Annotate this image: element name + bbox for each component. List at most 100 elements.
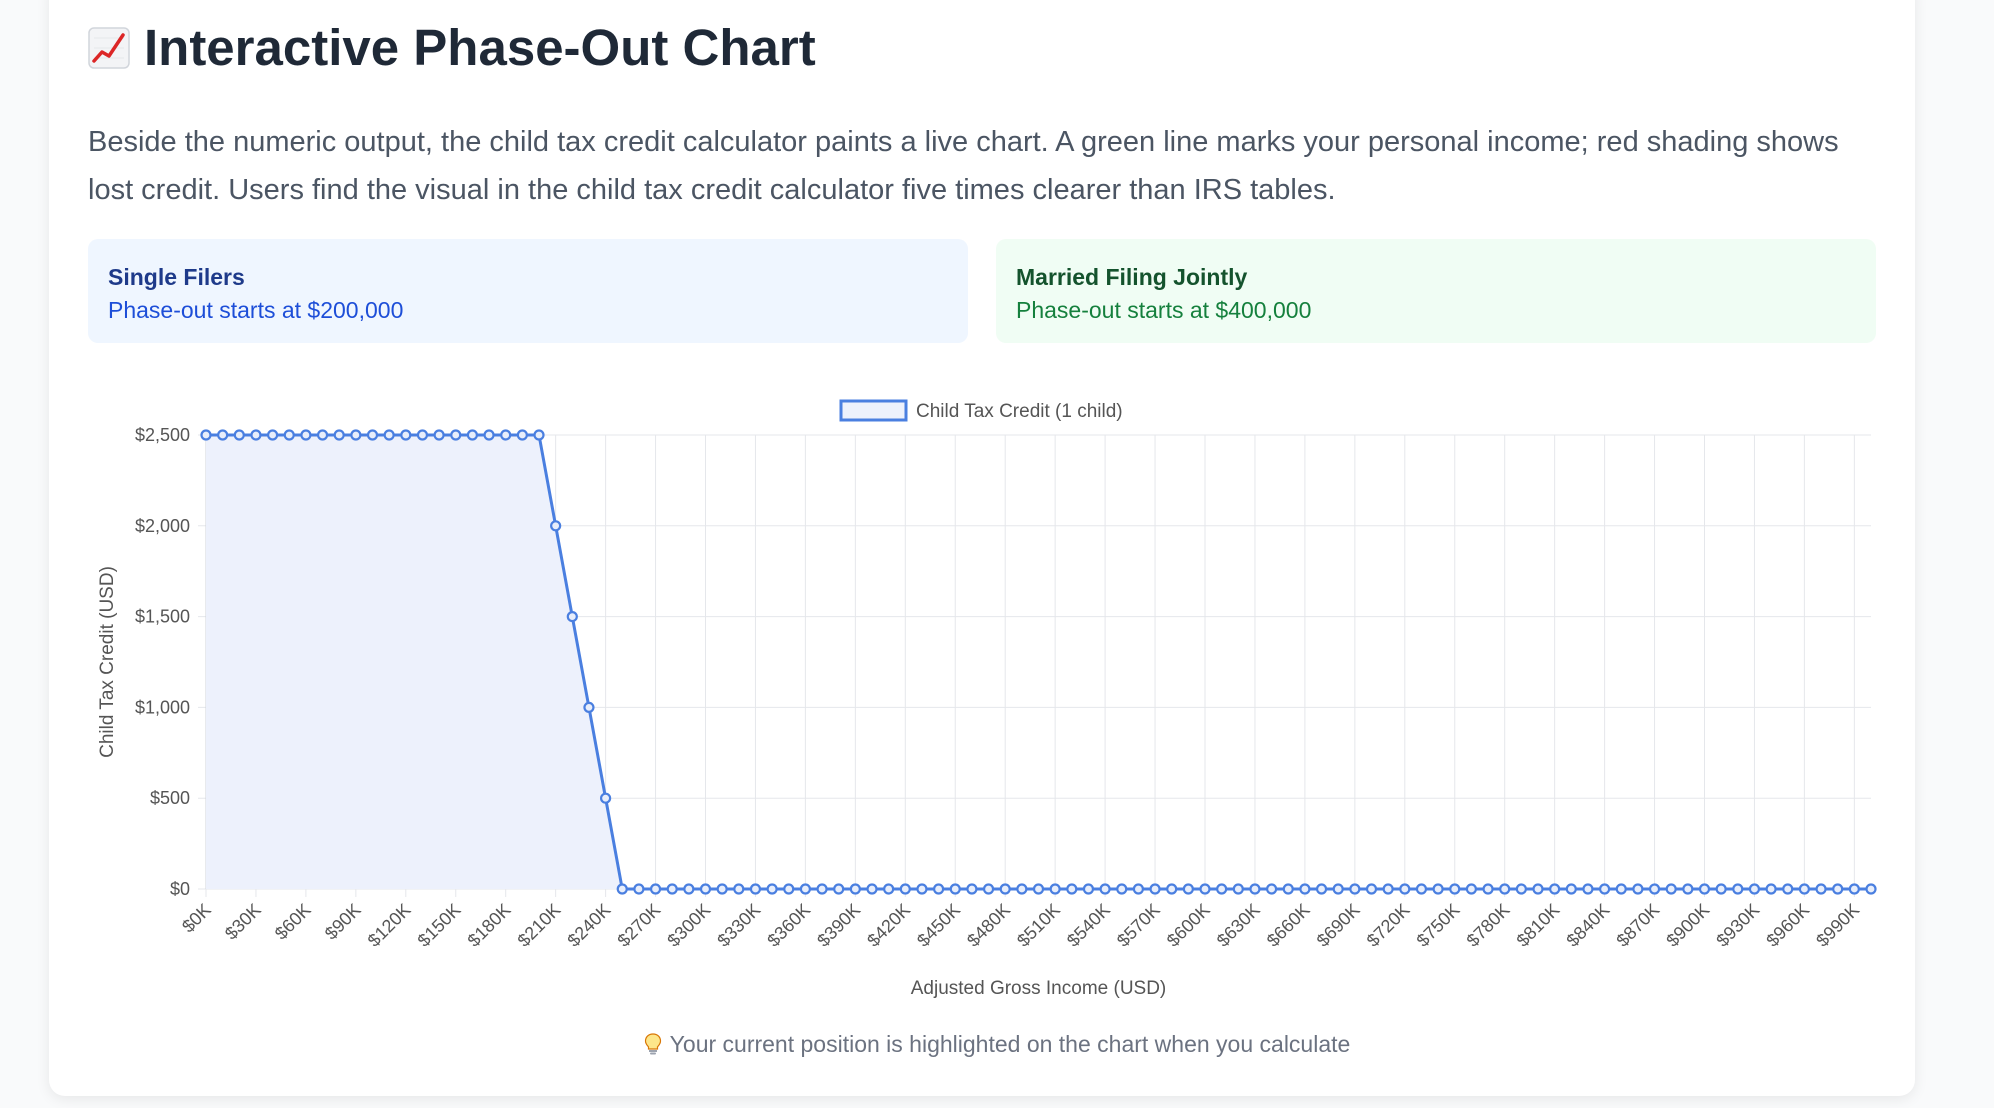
x-tick-label: $90K — [321, 900, 365, 944]
data-point — [1865, 883, 1877, 895]
x-tick-label: $810K — [1513, 900, 1564, 951]
x-tick-label: $630K — [1213, 900, 1264, 951]
data-point — [516, 429, 528, 441]
data-point — [916, 883, 928, 895]
y-axis-title: Child Tax Credit (USD) — [97, 566, 118, 758]
data-point — [866, 883, 878, 895]
x-tick-label: $390K — [813, 900, 864, 951]
data-point — [749, 883, 762, 895]
data-point — [1016, 883, 1028, 895]
data-point — [1615, 883, 1627, 895]
y-tick-label: $1,000 — [135, 697, 190, 717]
data-point — [949, 883, 961, 895]
data-point — [1698, 883, 1711, 895]
data-point — [550, 520, 562, 532]
data-point — [267, 429, 279, 441]
data-point — [250, 429, 262, 441]
y-tick-label: $0 — [170, 879, 190, 899]
data-point — [217, 429, 229, 441]
data-point — [1066, 883, 1078, 895]
y-tick-label: $2,000 — [135, 516, 190, 536]
data-point — [1315, 883, 1328, 895]
x-tick-label: $930K — [1712, 900, 1763, 951]
series-area — [206, 435, 1871, 889]
married-filing-jointly-box: Married Filing Jointly Phase-out starts … — [996, 239, 1876, 343]
data-point — [649, 883, 662, 895]
married-filing-jointly-title: Married Filing Jointly — [1016, 264, 1248, 290]
data-point — [1166, 883, 1178, 895]
y-tick-label: $2,500 — [135, 425, 190, 445]
data-point — [1432, 883, 1444, 895]
x-tick-label: $960K — [1762, 900, 1813, 951]
data-point — [1082, 883, 1095, 895]
chart-tip: Your current position is highlighted on … — [0, 1031, 1994, 1058]
data-point — [300, 429, 312, 441]
x-tick-label: $180K — [464, 900, 515, 951]
x-tick-label: $240K — [563, 900, 614, 951]
data-point — [1149, 883, 1161, 895]
data-point — [350, 429, 362, 441]
single-filers-phaseout: Phase-out starts at $200,000 — [108, 297, 404, 323]
data-point — [932, 883, 945, 895]
x-tick-label: $360K — [763, 900, 814, 951]
x-tick-label: $120K — [364, 900, 415, 951]
data-point — [899, 883, 911, 895]
data-point — [1598, 883, 1611, 895]
data-point — [599, 792, 612, 804]
data-point — [1815, 883, 1827, 895]
data-point — [1465, 883, 1478, 895]
data-point — [1332, 883, 1344, 895]
data-point — [666, 883, 678, 895]
data-point — [1032, 883, 1045, 895]
data-point — [683, 883, 695, 895]
data-point — [1549, 883, 1561, 895]
single-filers-box: Single Filers Phase-out starts at $200,0… — [88, 239, 968, 343]
x-tick-label: $720K — [1363, 900, 1414, 951]
data-point — [1715, 883, 1727, 895]
data-point — [716, 883, 728, 895]
data-point — [1415, 883, 1428, 895]
x-tick-label: $30K — [221, 900, 265, 944]
data-point — [1782, 883, 1794, 895]
data-point — [583, 701, 595, 714]
data-point — [500, 429, 512, 441]
data-point — [783, 883, 795, 895]
x-tick-label: $990K — [1812, 900, 1863, 951]
data-point — [1199, 883, 1211, 895]
x-tick-label: $780K — [1463, 900, 1514, 951]
x-tick-label: $0K — [178, 900, 215, 937]
x-tick-label: $690K — [1313, 900, 1364, 951]
data-point — [433, 429, 445, 441]
y-tick-label: $1,500 — [135, 607, 190, 627]
data-point — [1232, 883, 1244, 895]
data-point — [1532, 883, 1544, 895]
data-point — [1249, 883, 1261, 895]
data-point — [483, 429, 495, 441]
data-point — [200, 429, 212, 441]
data-point — [633, 883, 645, 895]
x-tick-label: $420K — [863, 900, 914, 951]
data-point — [849, 883, 861, 895]
data-point — [1798, 883, 1811, 895]
x-tick-label: $900K — [1662, 900, 1713, 951]
data-point — [1765, 883, 1777, 895]
x-tick-label: $570K — [1113, 900, 1164, 951]
data-point — [283, 429, 295, 441]
data-point — [616, 883, 628, 895]
data-point — [333, 429, 345, 441]
intro-paragraph: Beside the numeric output, the child tax… — [88, 126, 1839, 206]
data-point — [1682, 883, 1694, 895]
y-tick-label: $500 — [150, 788, 190, 808]
data-point — [1632, 883, 1644, 895]
x-tick-label: $840K — [1562, 900, 1613, 951]
x-tick-label: $60K — [271, 900, 315, 944]
chart-tip-text: Your current position is highlighted on … — [669, 1031, 1351, 1057]
x-axis-title: Adjusted Gross Income (USD) — [911, 978, 1167, 999]
data-point — [233, 429, 245, 441]
data-point — [1299, 883, 1311, 895]
phase-out-chart[interactable]: $0 $500 $1,000 $1,500 $2,000 $2,500 $0K $30K $60… — [0, 0, 1994, 1010]
data-point — [1216, 883, 1228, 895]
x-tick-label: $150K — [414, 900, 465, 951]
x-tick-label: $750K — [1413, 900, 1464, 951]
data-point — [400, 429, 412, 441]
